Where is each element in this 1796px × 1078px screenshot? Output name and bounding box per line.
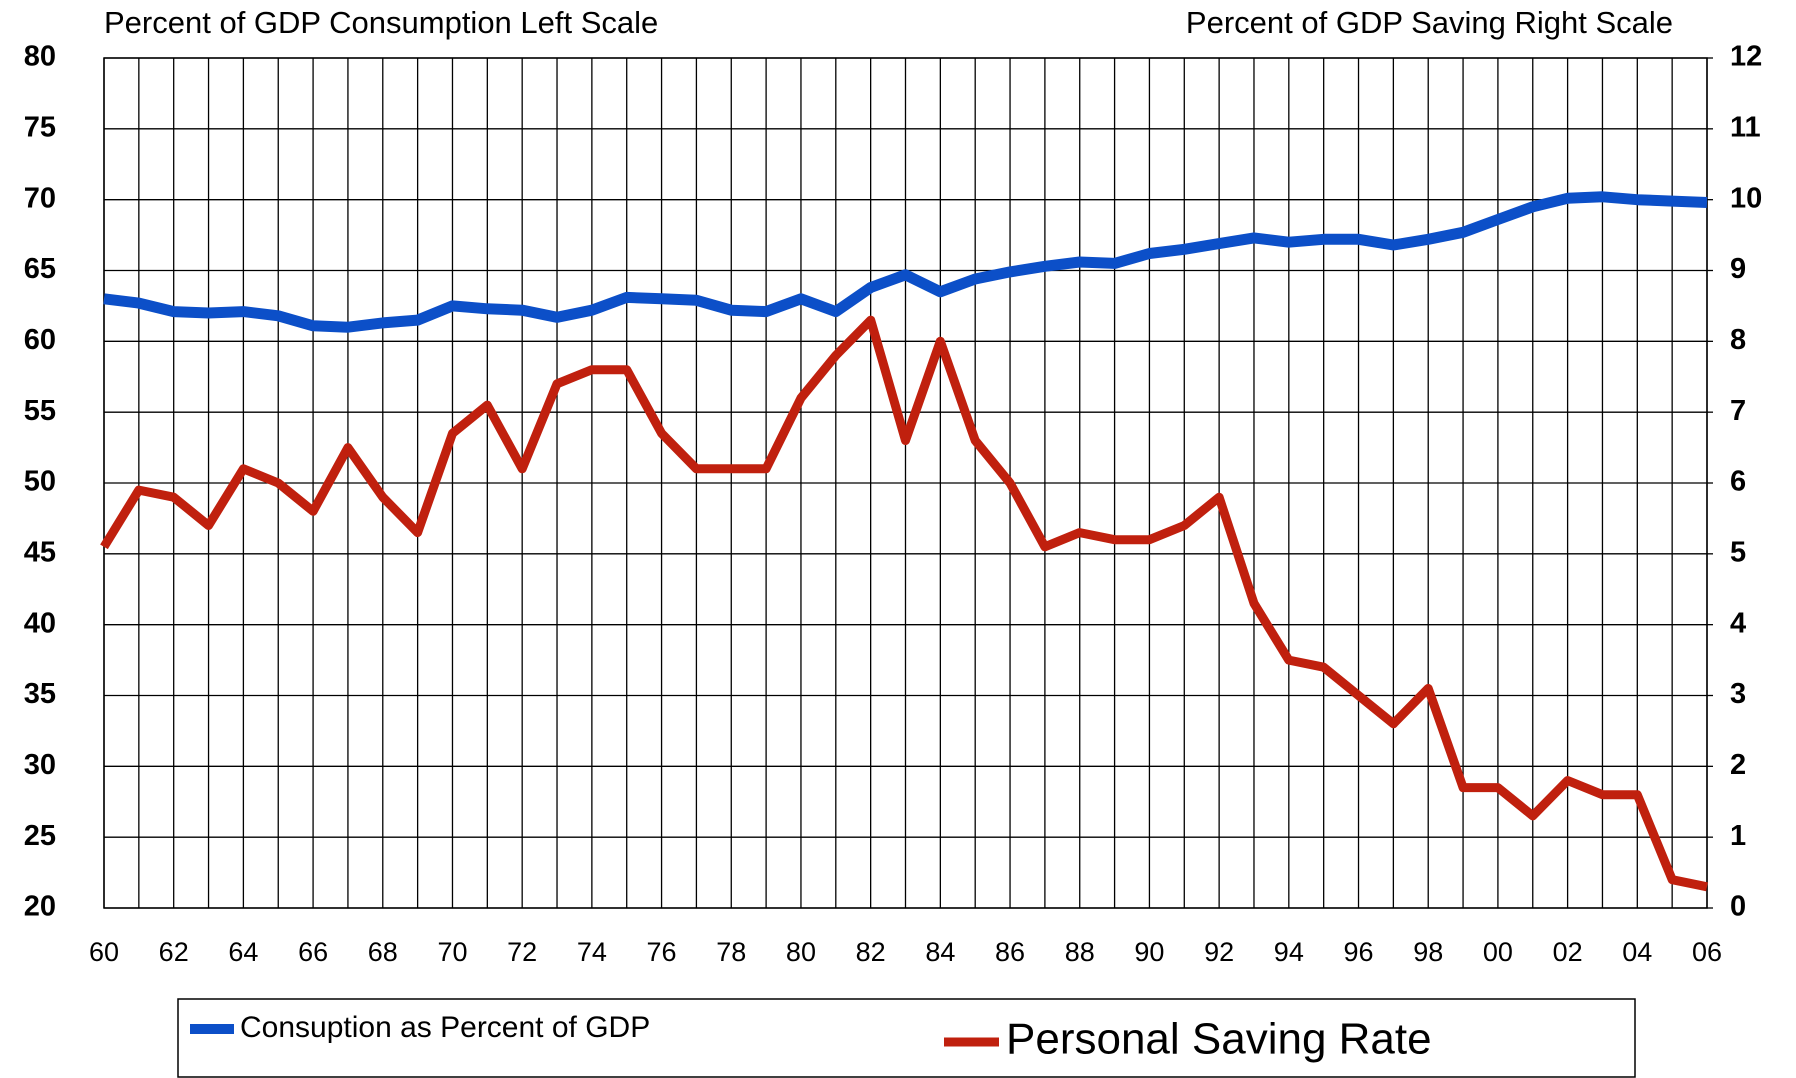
y2-tick-label: 0 xyxy=(1730,891,1746,923)
x-tick-label: 84 xyxy=(925,937,955,967)
x-tick-label: 64 xyxy=(228,937,258,967)
legend-label: Personal Saving Rate xyxy=(1006,1015,1432,1064)
series-line xyxy=(100,315,1708,892)
x-tick-label: 66 xyxy=(298,937,328,967)
right-scale-note: Percent of GDP Saving Right Scale xyxy=(1186,5,1673,40)
y2-tick-label: 11 xyxy=(1730,111,1761,143)
legend-label: Consuption as Percent of GDP xyxy=(240,1011,650,1044)
y2-tick-label: 9 xyxy=(1730,253,1746,285)
y-tick-label: 40 xyxy=(24,607,56,639)
x-tick-label: 92 xyxy=(1204,937,1234,967)
x-tick-label: 02 xyxy=(1553,937,1583,967)
x-tick-label: 70 xyxy=(437,937,467,967)
x-tick-label: 68 xyxy=(368,937,398,967)
y2-tick-label: 2 xyxy=(1730,749,1746,781)
y-tick-label: 20 xyxy=(24,891,56,923)
x-tick-label: 04 xyxy=(1622,937,1652,967)
legend-box xyxy=(177,998,1636,1078)
y-tick-label: 45 xyxy=(24,536,56,568)
x-tick-label: 94 xyxy=(1274,937,1304,967)
y2-tick-label: 7 xyxy=(1730,395,1746,427)
x-tick-label: 86 xyxy=(995,937,1025,967)
y-tick-label: 25 xyxy=(24,820,56,852)
y-tick-label: 35 xyxy=(24,678,56,710)
y2-tick-label: 1 xyxy=(1730,820,1746,852)
x-tick-label: 90 xyxy=(1134,937,1164,967)
y2-tick-label: 8 xyxy=(1730,324,1746,356)
y2-tick-label: 6 xyxy=(1730,466,1746,498)
legend-swatch xyxy=(944,1037,999,1047)
y2-tick-label: 12 xyxy=(1730,41,1762,73)
y-tick-label: 65 xyxy=(24,253,56,285)
x-tick-label: 98 xyxy=(1413,937,1443,967)
y-tick-label: 30 xyxy=(24,749,56,781)
y-tick-label: 55 xyxy=(24,395,56,427)
x-tick-label: 06 xyxy=(1692,937,1722,967)
x-tick-label: 00 xyxy=(1483,937,1513,967)
plot-border xyxy=(103,57,1708,909)
y2-tick-label: 10 xyxy=(1730,182,1762,214)
x-tick-label: 62 xyxy=(159,937,189,967)
legend-swatch xyxy=(190,1024,234,1034)
x-tick-label: 72 xyxy=(507,937,537,967)
x-tick-label: 96 xyxy=(1343,937,1373,967)
y2-tick-label: 4 xyxy=(1730,607,1746,639)
left-scale-note: Percent of GDP Consumption Left Scale xyxy=(104,5,658,40)
x-tick-label: 74 xyxy=(577,937,607,967)
x-tick-label: 78 xyxy=(716,937,746,967)
y-tick-label: 75 xyxy=(24,111,56,143)
y-tick-label: 60 xyxy=(24,324,56,356)
x-tick-label: 76 xyxy=(647,937,677,967)
y2-tick-label: 3 xyxy=(1730,678,1746,710)
x-tick-label: 82 xyxy=(856,937,886,967)
x-tick-label: 88 xyxy=(1065,937,1095,967)
y-tick-label: 50 xyxy=(24,466,56,498)
series-line xyxy=(103,191,1708,333)
x-tick-label: 80 xyxy=(786,937,816,967)
x-tick-label: 60 xyxy=(89,937,119,967)
y-tick-label: 70 xyxy=(24,182,56,214)
y2-tick-label: 5 xyxy=(1730,536,1746,568)
y-tick-label: 80 xyxy=(24,41,56,73)
